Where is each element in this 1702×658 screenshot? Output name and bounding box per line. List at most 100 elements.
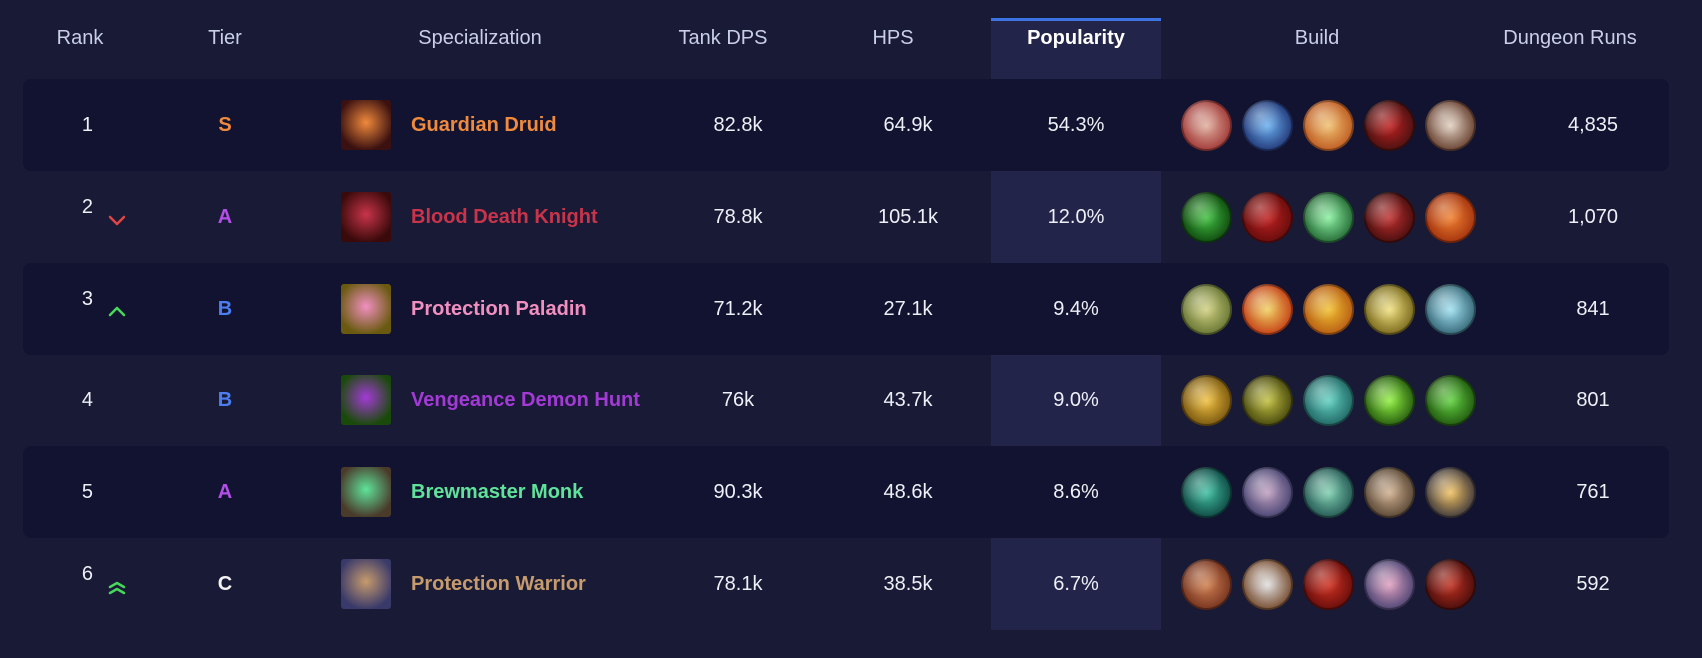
dungeon-runs-value: 592 [1576,572,1610,595]
brewmaster-icon [341,467,391,517]
demon-hide-icon[interactable] [1425,558,1476,610]
tier-badge: B [217,297,233,320]
spec-cell[interactable]: Brewmaster Monk [341,446,671,538]
werewolf-icon[interactable] [1364,99,1415,151]
golden-shield-icon[interactable] [1364,283,1415,335]
tank-dps-value: 71.2k [713,297,763,320]
header-build: Build [1294,27,1340,49]
header-hps[interactable]: HPS [872,27,914,49]
jade-vortex-icon[interactable] [1181,466,1232,518]
trend-none [107,115,127,135]
divine-figure-icon[interactable] [1303,283,1354,335]
fel-spiral-icon[interactable] [1364,374,1415,426]
hps-value: 27.1k [883,297,933,320]
table-row[interactable]: 4 B Vengeance Demon Hunt 76k 43.7k 9.0% 801 [23,354,1669,446]
header-dungeon-runs[interactable]: Dungeon Runs [1503,27,1637,49]
rank-cell: 6 [73,538,153,630]
spec-name[interactable]: Protection Warrior [411,572,586,595]
popularity-value: 9.4% [1053,297,1099,320]
rank-cell: 3 [73,263,153,355]
build-talents [1181,446,1481,538]
arcane-sphere-icon[interactable] [1425,283,1476,335]
rank-number: 6 [81,562,93,585]
table-row[interactable]: 6 C Protection Warrior 78.1k 38.5k 6.7% 592 [23,538,1669,630]
spec-name[interactable]: Brewmaster Monk [411,480,584,503]
trend-down-icon [107,210,127,230]
table-row[interactable]: 5 A Brewmaster Monk 90.3k 48.6k 8.6% 761 [23,446,1669,538]
jade-serpent-icon[interactable] [1303,466,1354,518]
build-talents [1181,171,1481,263]
golden-blade-icon[interactable] [1181,374,1232,426]
green-skull-icon[interactable] [1303,191,1354,243]
tier-badge: C [217,572,233,595]
tank-dps-value: 90.3k [713,480,763,503]
tank-dps-value: 76k [721,388,755,411]
header-tier[interactable]: Tier [208,27,242,49]
header-tank-dps[interactable]: Tank DPS [678,27,768,49]
demon-wings-icon [341,375,391,425]
dungeon-runs-value: 761 [1576,480,1610,503]
popularity-value: 12.0% [1047,205,1105,228]
hps-value: 105.1k [877,205,939,228]
fel-demon-icon[interactable] [1425,374,1476,426]
trend-none [107,482,127,502]
blood-skull-icon [341,192,391,242]
banshee-scream-icon[interactable] [1364,558,1415,610]
rank-cell: 4 [73,354,153,446]
spec-cell[interactable]: Vengeance Demon Hunt [341,354,671,446]
build-talents [1181,538,1481,630]
hps-value: 38.5k [883,572,933,595]
header-rank[interactable]: Rank [56,27,104,49]
rank-number: 3 [81,287,93,310]
blood-orb-icon[interactable] [1242,191,1293,243]
spec-name[interactable]: Blood Death Knight [411,205,598,228]
popularity-value: 9.0% [1053,388,1099,411]
popularity-value: 54.3% [1047,113,1105,136]
trend-up-icon [107,302,127,322]
tank-dps-value: 78.8k [713,205,763,228]
holy-skull-icon[interactable] [1181,283,1232,335]
warrior-roar-icon[interactable] [1181,558,1232,610]
light-pillar-icon[interactable] [1242,283,1293,335]
ox-statue-icon[interactable] [1364,466,1415,518]
tank-dps-value: 82.8k [713,113,763,136]
spec-cell[interactable]: Protection Paladin [341,263,671,355]
trend-none [107,390,127,410]
blood-claws-icon[interactable] [1364,191,1415,243]
crimson-strike-icon[interactable] [1303,558,1354,610]
fel-beast-icon[interactable] [1303,374,1354,426]
steel-shield-icon[interactable] [1242,558,1293,610]
tier-badge: S [218,113,232,136]
tier-badge: B [217,388,233,411]
bear-claw-icon[interactable] [1425,99,1476,151]
spec-name[interactable]: Guardian Druid [411,113,557,136]
header-specialization[interactable]: Specialization [418,27,542,49]
spec-name[interactable]: Protection Paladin [411,297,587,320]
rank-number: 5 [81,480,93,503]
dungeon-runs-value: 801 [1576,388,1610,411]
demon-face-icon[interactable] [1242,374,1293,426]
tier-badge: A [217,205,233,228]
golden-helm-icon [341,284,391,334]
table-row[interactable]: 3 B Protection Paladin 71.2k 27.1k 9.4% 841 [23,263,1669,355]
fire-gear-icon[interactable] [1303,99,1354,151]
tank-dps-value: 78.1k [713,572,763,595]
spec-name[interactable]: Vengeance Demon Hunt [411,388,640,411]
stagger-icon[interactable] [1425,466,1476,518]
popularity-value: 8.6% [1053,480,1099,503]
spec-cell[interactable]: Blood Death Knight [341,171,671,263]
rank-cell: 2 [73,171,153,263]
rank-number: 2 [81,195,93,218]
spec-cell[interactable]: Protection Warrior [341,538,671,630]
void-portal-icon[interactable] [1181,191,1232,243]
druid-paw-icon [341,100,391,150]
dungeon-runs-value: 841 [1576,297,1610,320]
blue-swipe-icon[interactable] [1242,99,1293,151]
fire-heart-icon[interactable] [1425,191,1476,243]
table-row[interactable]: 2 A Blood Death Knight 78.8k 105.1k 12.0% 1,07… [23,171,1669,263]
bleed-claw-icon[interactable] [1181,99,1232,151]
spec-cell[interactable]: Guardian Druid [341,79,671,171]
spirit-monk-icon[interactable] [1242,466,1293,518]
header-popularity[interactable]: Popularity [1027,27,1125,49]
table-row[interactable]: 1 S Guardian Druid 82.8k 64.9k 54.3% 4,835 [23,79,1669,171]
